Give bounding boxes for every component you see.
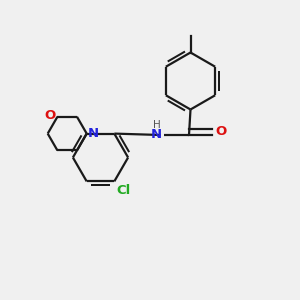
Text: N: N	[151, 128, 162, 142]
Text: Cl: Cl	[117, 184, 131, 197]
Text: N: N	[88, 127, 99, 140]
Text: H: H	[153, 120, 161, 130]
Text: O: O	[45, 109, 56, 122]
Text: O: O	[215, 125, 226, 138]
